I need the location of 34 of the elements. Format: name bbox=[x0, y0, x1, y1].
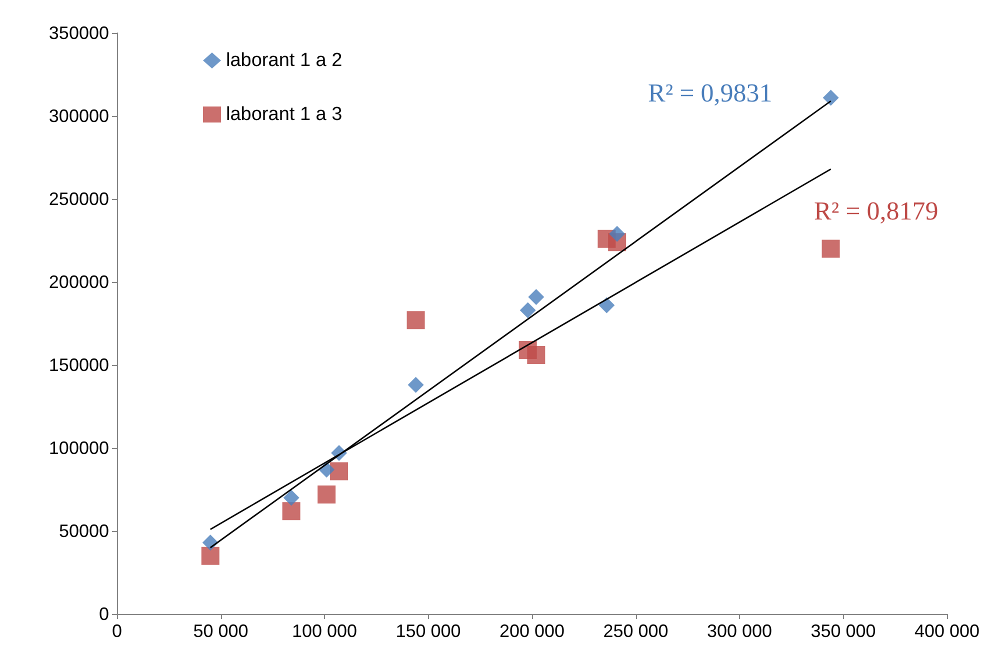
point bbox=[201, 546, 220, 565]
point bbox=[822, 90, 839, 106]
x-tick-label: 100 000 bbox=[292, 621, 358, 641]
point bbox=[282, 502, 300, 520]
x-tick-label: 300 000 bbox=[706, 621, 772, 641]
y-tick-label: 200000 bbox=[48, 272, 109, 292]
x-tick-label: 150 000 bbox=[396, 621, 461, 641]
y-tick-label: 350000 bbox=[48, 23, 109, 43]
x-tick-label: 400 000 bbox=[914, 621, 980, 641]
y-tick-label: 250000 bbox=[48, 189, 109, 209]
x-tick-label: 50 000 bbox=[193, 621, 248, 641]
point bbox=[330, 462, 348, 480]
point bbox=[527, 346, 546, 364]
y-tick-label: 50000 bbox=[58, 521, 109, 541]
x-tick-label: 0 bbox=[112, 621, 122, 641]
x-tick-label: 250 000 bbox=[603, 621, 668, 641]
x-tick-label: 350 000 bbox=[810, 621, 876, 641]
point bbox=[408, 376, 424, 393]
point bbox=[520, 302, 536, 318]
point bbox=[318, 485, 336, 504]
point bbox=[609, 226, 626, 242]
y-tick-label: 300000 bbox=[48, 106, 109, 126]
point bbox=[406, 311, 425, 330]
point bbox=[283, 490, 300, 506]
point bbox=[528, 288, 544, 305]
y-tick-label: 150000 bbox=[48, 355, 109, 375]
point bbox=[822, 240, 840, 258]
y-tick-label: 0 bbox=[98, 604, 109, 624]
legend-label: laborant 1 a 3 bbox=[226, 104, 342, 125]
annotation: R² = 0,8179 bbox=[814, 196, 938, 226]
y-tick-label: 100000 bbox=[48, 438, 109, 458]
x-tick-label: 200 000 bbox=[499, 621, 565, 641]
legend-label: laborant 1 a 2 bbox=[226, 50, 342, 71]
annotation: R² = 0,9831 bbox=[648, 78, 772, 108]
